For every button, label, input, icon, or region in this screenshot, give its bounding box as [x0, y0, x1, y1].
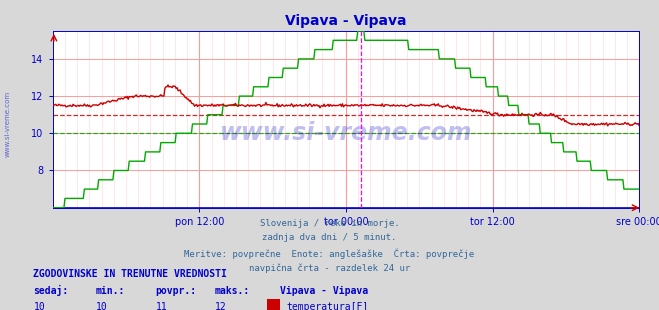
- Text: maks.:: maks.:: [214, 286, 249, 295]
- Text: www.si-vreme.com: www.si-vreme.com: [219, 122, 473, 145]
- Text: min.:: min.:: [96, 286, 125, 295]
- Text: Slovenija / reke in morje.: Slovenija / reke in morje.: [260, 219, 399, 228]
- Text: Meritve: povprečne  Enote: anglešaške  Črta: povprečje: Meritve: povprečne Enote: anglešaške Črt…: [185, 248, 474, 259]
- Text: www.si-vreme.com: www.si-vreme.com: [5, 91, 11, 157]
- Text: Vipava - Vipava: Vipava - Vipava: [280, 286, 368, 295]
- Text: povpr.:: povpr.:: [155, 286, 196, 295]
- Text: zadnja dva dni / 5 minut.: zadnja dva dni / 5 minut.: [262, 233, 397, 242]
- Text: temperatura[F]: temperatura[F]: [287, 302, 369, 310]
- Text: 12: 12: [215, 302, 227, 310]
- Title: Vipava - Vipava: Vipava - Vipava: [285, 15, 407, 29]
- Text: ZGODOVINSKE IN TRENUTNE VREDNOSTI: ZGODOVINSKE IN TRENUTNE VREDNOSTI: [33, 269, 227, 279]
- Text: sedaj:: sedaj:: [33, 285, 68, 295]
- Text: 10: 10: [96, 302, 108, 310]
- Text: navpična črta - razdelek 24 ur: navpična črta - razdelek 24 ur: [249, 263, 410, 273]
- Text: 11: 11: [156, 302, 167, 310]
- Text: 10: 10: [34, 302, 45, 310]
